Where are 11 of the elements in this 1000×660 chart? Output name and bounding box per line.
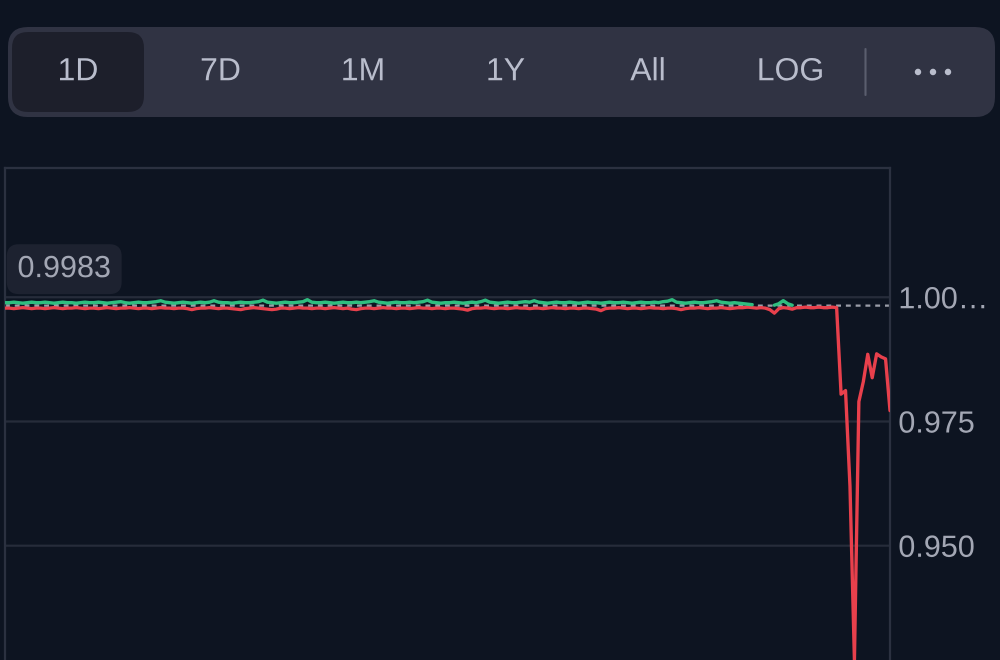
line-series bbox=[5, 305, 890, 660]
y-tick-label: 0.975 bbox=[900, 411, 974, 433]
y-tick-label: 0.950 bbox=[900, 535, 974, 558]
text: 7D bbox=[202, 58, 240, 80]
text: 1D bbox=[60, 58, 97, 80]
text: 1Y bbox=[488, 58, 524, 80]
y-tick-label: 1.00… bbox=[900, 286, 984, 309]
text: All bbox=[630, 57, 664, 80]
text: LOG bbox=[759, 58, 822, 81]
text: 1M bbox=[343, 58, 383, 80]
ref-line-label: 0.9983 bbox=[18, 256, 110, 278]
